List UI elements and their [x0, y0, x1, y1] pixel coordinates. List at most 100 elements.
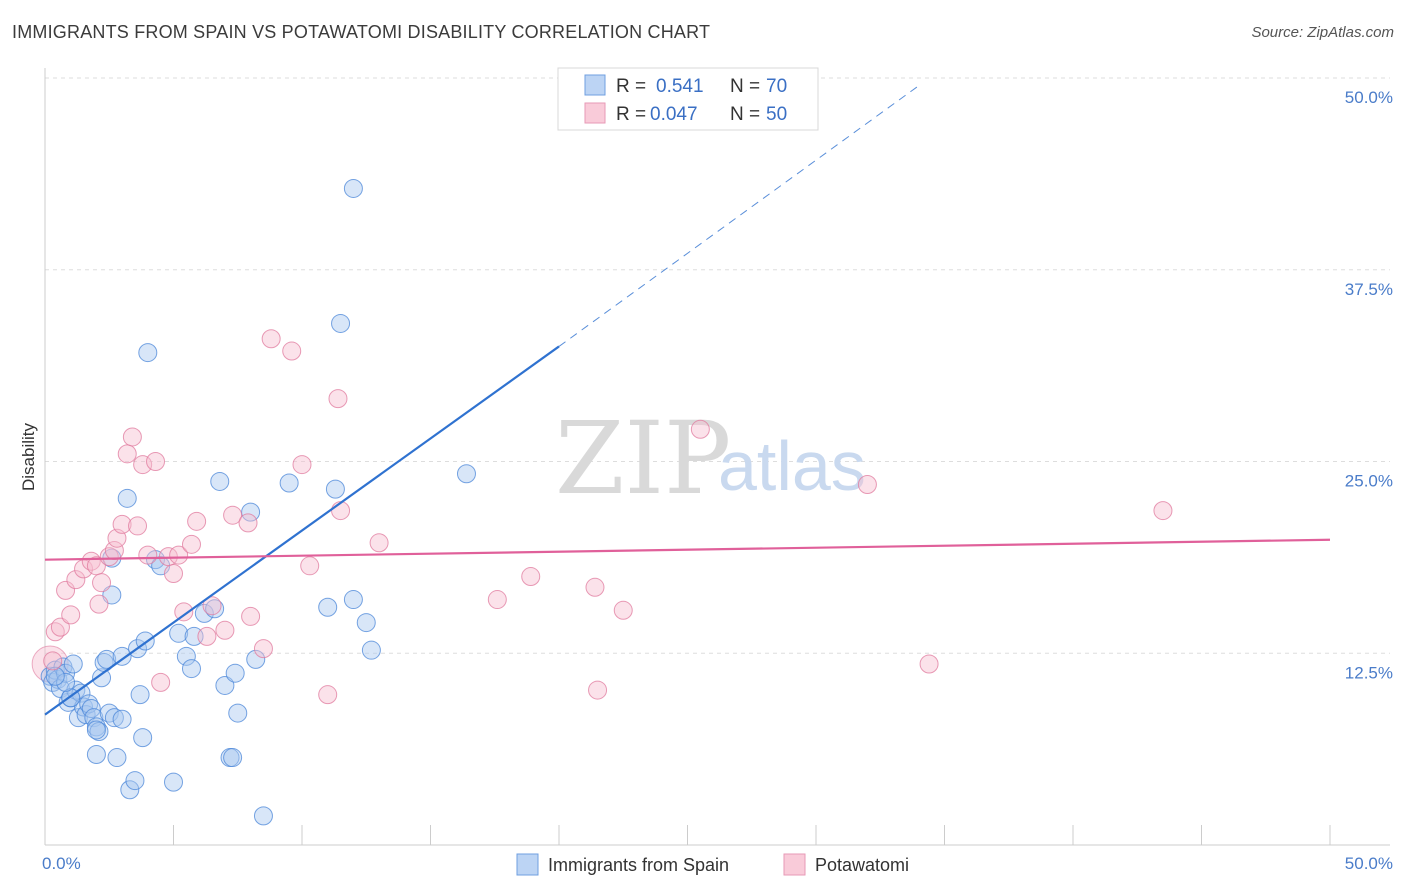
legend-n-label-1: N =: [730, 76, 760, 97]
point-spain-57: [279, 473, 299, 493]
point-potawatomi-50: [919, 654, 939, 674]
point-spain-31: [117, 488, 137, 508]
point-spain-19: [86, 744, 106, 764]
point-spain-56: [253, 806, 273, 826]
point-spain-11: [68, 708, 88, 728]
point-spain-64: [356, 613, 376, 633]
point-potawatomi-9: [89, 594, 109, 614]
grid-lines: [45, 77, 1390, 654]
y-axis-label: Disability: [19, 422, 38, 491]
point-spain-65: [343, 178, 363, 198]
point-spain-16: [81, 698, 101, 718]
trend-line-spain-extension: [558, 85, 920, 347]
point-potawatomi-37: [292, 455, 312, 475]
point-potawatomi-36: [282, 341, 302, 361]
point-potawatomi-11: [99, 547, 119, 567]
point-spain-58: [318, 597, 338, 617]
point-spain-44: [181, 659, 201, 679]
legend-swatch-potawatomi: [783, 853, 806, 876]
point-potawatomi-44: [521, 567, 541, 587]
watermark: ZIP atlas: [555, 400, 866, 517]
point-potawatomi-49: [857, 475, 877, 495]
point-spain-38: [138, 343, 158, 363]
point-spain-46: [194, 603, 214, 623]
correlation-legend: R = 0.541 N = 70 R = 0.047 N = 50: [557, 67, 819, 131]
point-potawatomi-2: [50, 617, 70, 637]
x-tick-label-1: 50.0%: [1345, 854, 1393, 873]
point-potawatomi-24: [169, 545, 189, 565]
point-spain-48: [210, 471, 230, 491]
trend-line-potawatomi: [44, 538, 1331, 561]
point-potawatomi-5: [66, 570, 86, 590]
point-potawatomi-15: [117, 444, 137, 464]
point-spain-36: [133, 728, 153, 748]
watermark-zip: ZIP: [555, 400, 731, 517]
watermark-atlas: atlas: [718, 427, 866, 505]
y-tick-label-1: 25.0%: [1345, 472, 1393, 491]
point-spain-3: [48, 669, 68, 689]
x-tick-label-0: 0.0%: [42, 854, 81, 873]
point-potawatomi-43: [487, 590, 507, 610]
point-spain-33: [125, 771, 145, 791]
point-spain-63: [456, 464, 476, 484]
point-spain-51: [223, 748, 243, 768]
point-potawatomi-41: [331, 501, 351, 521]
point-spain-12: [71, 683, 91, 703]
chart-title: IMMIGRANTS FROM SPAIN VS POTAWATOMI DISA…: [12, 22, 711, 42]
legend-r-value-2: 0.047: [650, 104, 698, 125]
point-potawatomi-38: [300, 556, 320, 576]
point-spain-2: [45, 660, 65, 680]
point-spain-41: [164, 772, 183, 792]
legend-n-value-2: 50: [766, 104, 787, 125]
point-spain-27: [104, 708, 124, 728]
legend-swatch-spain: [516, 853, 539, 876]
point-potawatomi-16: [122, 427, 142, 447]
point-spain-47: [205, 599, 225, 619]
series-legend: Immigrants from Spain Potawatomi: [516, 853, 909, 876]
legend-n-value-1: 70: [766, 76, 787, 97]
point-spain-55: [246, 649, 266, 669]
point-potawatomi-10: [92, 573, 112, 593]
legend-label-potawatomi: Potawatomi: [815, 855, 909, 875]
point-potawatomi-47: [613, 600, 633, 620]
point-potawatomi-48: [690, 419, 710, 439]
source-label: Source: ZipAtlas.com: [1251, 24, 1394, 41]
point-spain-68: [56, 672, 76, 692]
point-spain-61: [361, 640, 381, 660]
point-potawatomi-20: [146, 452, 166, 471]
point-potawatomi-45: [588, 680, 608, 700]
point-potawatomi-42: [369, 533, 389, 553]
point-potawatomi-31: [223, 505, 243, 525]
legend-r-label-2: R =: [616, 104, 646, 125]
point-potawatomi-26: [181, 534, 201, 554]
legend-label-spain: Immigrants from Spain: [548, 855, 729, 875]
point-spain-52: [225, 663, 245, 683]
point-spain-42: [169, 623, 189, 643]
point-potawatomi-23: [164, 563, 183, 583]
point-potawatomi-17: [128, 516, 148, 536]
point-spain-67: [86, 720, 106, 740]
point-potawatomi-25: [174, 602, 194, 622]
tick-labels: 12.5% 25.0% 37.5% 50.0% 0.0% 50.0%: [42, 88, 1393, 873]
point-potawatomi-40: [328, 389, 348, 409]
point-potawatomi-19: [138, 545, 158, 565]
legend-r-value-1: 0.541: [656, 76, 704, 97]
y-tick-label-0: 12.5%: [1345, 663, 1393, 682]
point-spain-35: [130, 685, 150, 705]
point-spain-53: [228, 703, 248, 723]
point-potawatomi-51: [1153, 501, 1173, 521]
trend-lines: [44, 85, 1331, 716]
point-spain-25: [102, 585, 122, 605]
data-points: [31, 178, 1173, 826]
point-spain-60: [331, 313, 351, 333]
point-potawatomi-35: [261, 329, 281, 349]
point-spain-30: [112, 646, 132, 666]
legend-r-label-1: R =: [616, 76, 646, 97]
point-spain-69: [45, 666, 65, 686]
legend-swatch-blue: [584, 74, 606, 96]
axes: [44, 68, 1390, 846]
point-potawatomi-28: [197, 626, 217, 646]
point-potawatomi-30: [215, 620, 235, 640]
legend-n-label-2: N =: [730, 104, 760, 125]
